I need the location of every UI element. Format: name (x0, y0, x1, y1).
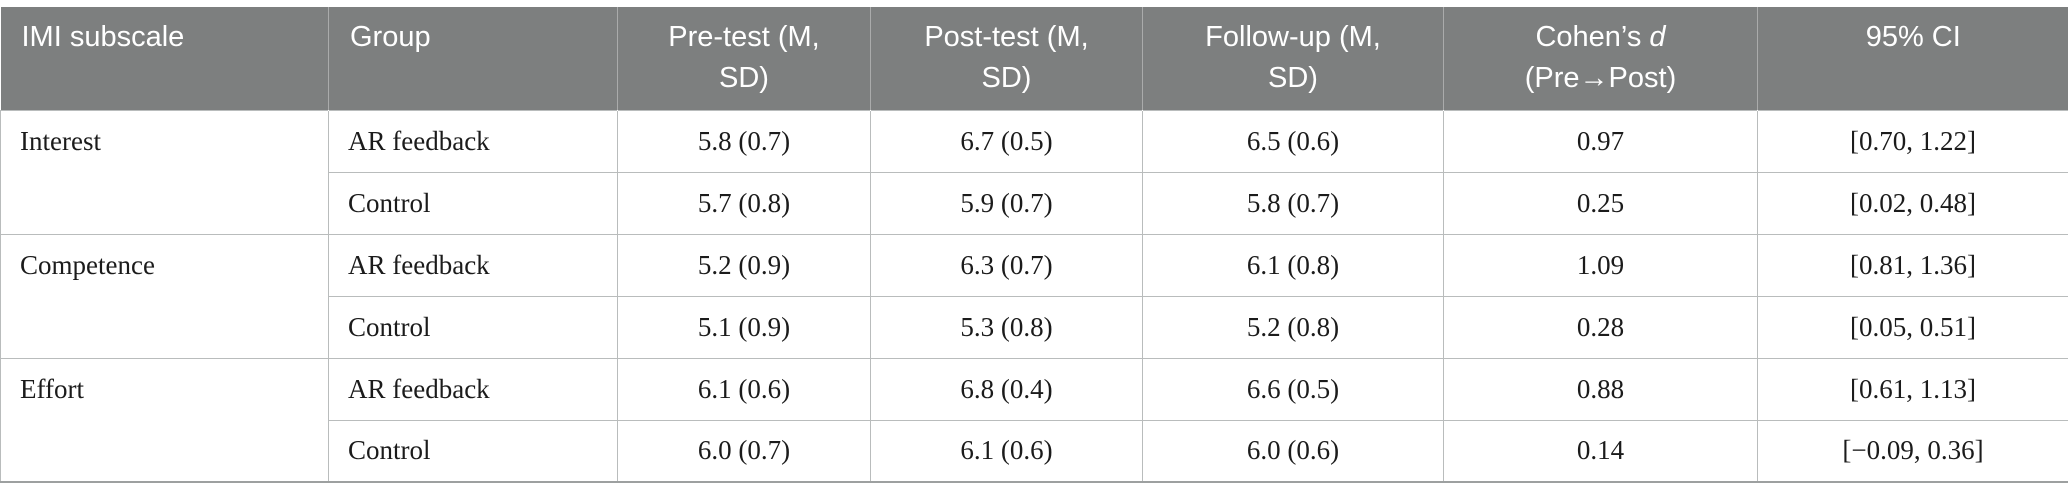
header-label-line1: Follow-up (M, (1205, 21, 1381, 53)
table-row: Control 5.7 (0.8) 5.9 (0.7) 5.8 (0.7) 0.… (1, 171, 2068, 235)
results-table-container: IMI subscale Group Pre-test (M, SD) Post… (0, 7, 2068, 483)
cell-ci: [0.02, 0.48] (1757, 171, 2068, 235)
cell-posttest: 6.3 (0.7) (870, 233, 1143, 297)
header-label-line1: Post-test (M, (924, 21, 1089, 53)
cell-cohens-d: 1.09 (1443, 233, 1758, 297)
header-group: Group (328, 7, 618, 110)
table-row: Effort AR feedback 6.1 (0.6) 6.8 (0.4) 6… (0, 357, 2068, 483)
header-label-line2: SD) (981, 62, 1032, 94)
table-body: Interest AR feedback 5.8 (0.7) 6.7 (0.5)… (0, 109, 2068, 483)
cell-followup: 6.5 (0.6) (1142, 109, 1444, 173)
cell-followup: 6.0 (0.6) (1142, 419, 1444, 483)
cell-ci: [0.61, 1.13] (1757, 357, 2068, 421)
cell-pretest: 5.7 (0.8) (617, 171, 871, 235)
table-header: IMI subscale Group Pre-test (M, SD) Post… (0, 7, 2068, 110)
cell-ci: [0.70, 1.22] (1757, 109, 2068, 173)
cell-followup: 6.6 (0.5) (1142, 357, 1444, 421)
cell-posttest: 5.9 (0.7) (870, 171, 1143, 235)
cell-cohens-d: 0.25 (1443, 171, 1758, 235)
cell-pretest: 6.0 (0.7) (617, 419, 871, 483)
cell-posttest: 6.7 (0.5) (870, 109, 1143, 173)
cell-cohens-d: 0.14 (1443, 419, 1758, 483)
header-95ci: 95% CI (1757, 7, 2068, 110)
header-label-line1: Pre-test (M, (668, 21, 820, 53)
header-label: 95% CI (1865, 21, 1961, 53)
cell-group: Control (328, 295, 618, 359)
cell-group: AR feedback (328, 233, 618, 297)
cell-subscale: Competence (0, 233, 329, 359)
cell-cohens-d: 0.97 (1443, 109, 1758, 173)
cell-followup: 5.2 (0.8) (1142, 295, 1444, 359)
header-label: Group (350, 21, 431, 53)
table-row: Competence AR feedback 5.2 (0.9) 6.3 (0.… (0, 233, 2068, 359)
cell-posttest: 6.8 (0.4) (870, 357, 1143, 421)
cell-ci: [0.05, 0.51] (1757, 295, 2068, 359)
cell-posttest: 6.1 (0.6) (870, 419, 1143, 483)
header-pretest: Pre-test (M, SD) (617, 7, 871, 110)
cell-subscale: Effort (0, 357, 329, 483)
header-imi-subscale: IMI subscale (0, 7, 329, 110)
cell-cohens-d: 0.88 (1443, 357, 1758, 421)
cell-subscale: Interest (0, 109, 329, 235)
table-row: Control 5.1 (0.9) 5.3 (0.8) 5.2 (0.8) 0.… (1, 295, 2068, 359)
cell-pretest: 5.1 (0.9) (617, 295, 871, 359)
header-row: IMI subscale Group Pre-test (M, SD) Post… (0, 7, 2068, 110)
cell-cohens-d: 0.28 (1443, 295, 1758, 359)
header-posttest: Post-test (M, SD) (870, 7, 1143, 110)
results-table: IMI subscale Group Pre-test (M, SD) Post… (0, 7, 2068, 483)
cell-ci: [−0.09, 0.36] (1757, 419, 2068, 483)
header-label-line1: Cohen’s d (1535, 21, 1666, 53)
cell-group: Control (328, 171, 618, 235)
table-row: Control 6.0 (0.7) 6.1 (0.6) 6.0 (0.6) 0.… (1, 419, 2068, 483)
cell-ci: [0.81, 1.36] (1757, 233, 2068, 297)
header-cohens-d: Cohen’s d (Pre→Post) (1443, 7, 1758, 110)
header-label-line2: SD) (719, 62, 769, 94)
cell-pretest: 6.1 (0.6) (617, 357, 871, 421)
header-label: IMI subscale (21, 21, 185, 53)
cell-group: AR feedback (328, 109, 618, 173)
cell-followup: 6.1 (0.8) (1142, 233, 1444, 297)
cell-posttest: 5.3 (0.8) (870, 295, 1143, 359)
header-label-line2: (Pre→Post) (1524, 62, 1677, 94)
header-label-line2: SD) (1268, 62, 1318, 94)
cell-followup: 5.8 (0.7) (1142, 171, 1444, 235)
cell-group: Control (328, 419, 618, 483)
cell-pretest: 5.2 (0.9) (617, 233, 871, 297)
cell-pretest: 5.8 (0.7) (617, 109, 871, 173)
header-followup: Follow-up (M, SD) (1142, 7, 1444, 110)
table-row: Interest AR feedback 5.8 (0.7) 6.7 (0.5)… (0, 109, 2068, 235)
cohens-d-italic: d (1649, 21, 1666, 53)
cell-group: AR feedback (328, 357, 618, 421)
